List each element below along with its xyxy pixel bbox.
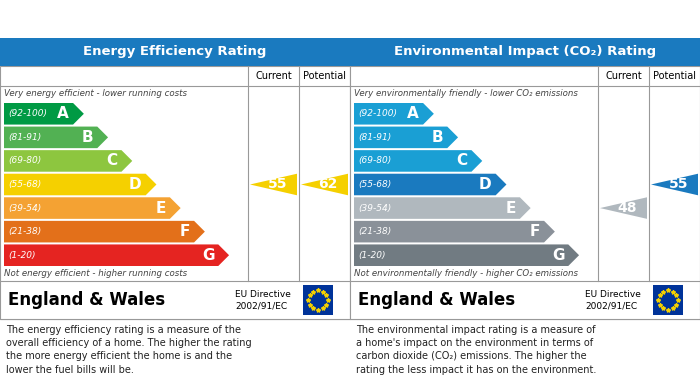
- Text: 62: 62: [318, 178, 338, 192]
- Bar: [303, 285, 333, 315]
- Polygon shape: [4, 127, 108, 148]
- Text: Energy Efficiency Rating: Energy Efficiency Rating: [83, 45, 267, 59]
- Text: B: B: [82, 130, 93, 145]
- Text: Current: Current: [255, 71, 292, 81]
- Polygon shape: [354, 244, 579, 266]
- Text: (69-80): (69-80): [8, 156, 41, 165]
- Polygon shape: [301, 174, 348, 195]
- Text: 55: 55: [668, 178, 688, 192]
- Polygon shape: [4, 150, 132, 172]
- Text: The energy efficiency rating is a measure of the
overall efficiency of a home. T: The energy efficiency rating is a measur…: [6, 325, 251, 375]
- Bar: [0, 38, 350, 66]
- Text: E: E: [505, 201, 516, 215]
- Bar: [653, 285, 683, 315]
- Text: (39-54): (39-54): [8, 204, 41, 213]
- Text: 48: 48: [617, 201, 637, 215]
- Polygon shape: [4, 221, 205, 242]
- Text: D: D: [479, 177, 491, 192]
- Text: Not environmentally friendly - higher CO₂ emissions: Not environmentally friendly - higher CO…: [354, 269, 578, 278]
- Bar: [0, 281, 350, 319]
- Text: England & Wales: England & Wales: [358, 291, 515, 309]
- Polygon shape: [4, 174, 157, 195]
- Text: EU Directive
2002/91/EC: EU Directive 2002/91/EC: [585, 290, 641, 310]
- Text: England & Wales: England & Wales: [8, 291, 165, 309]
- Text: Not energy efficient - higher running costs: Not energy efficient - higher running co…: [4, 269, 187, 278]
- Text: (1-20): (1-20): [358, 251, 386, 260]
- Text: Very energy efficient - lower running costs: Very energy efficient - lower running co…: [4, 90, 187, 99]
- Text: B: B: [432, 130, 443, 145]
- Bar: [350, 66, 700, 319]
- Text: Very environmentally friendly - lower CO₂ emissions: Very environmentally friendly - lower CO…: [354, 90, 578, 99]
- Polygon shape: [600, 197, 647, 219]
- Polygon shape: [354, 221, 555, 242]
- Text: C: C: [106, 153, 118, 169]
- Text: (21-38): (21-38): [358, 227, 391, 236]
- Polygon shape: [354, 174, 507, 195]
- Text: (21-38): (21-38): [8, 227, 41, 236]
- Text: (69-80): (69-80): [358, 156, 391, 165]
- Text: 55: 55: [267, 178, 287, 192]
- Bar: [350, 281, 700, 319]
- Text: (55-68): (55-68): [358, 180, 391, 189]
- Text: (92-100): (92-100): [358, 109, 397, 118]
- Text: (39-54): (39-54): [358, 204, 391, 213]
- Polygon shape: [651, 174, 698, 195]
- Text: A: A: [407, 106, 419, 121]
- Polygon shape: [250, 174, 297, 195]
- Polygon shape: [4, 197, 181, 219]
- Polygon shape: [4, 103, 84, 125]
- Text: (81-91): (81-91): [358, 133, 391, 142]
- Text: (55-68): (55-68): [8, 180, 41, 189]
- Text: F: F: [180, 224, 190, 239]
- Text: The environmental impact rating is a measure of
a home's impact on the environme: The environmental impact rating is a mea…: [356, 325, 596, 375]
- Polygon shape: [354, 127, 458, 148]
- Text: (1-20): (1-20): [8, 251, 36, 260]
- Text: Current: Current: [605, 71, 642, 81]
- Text: (92-100): (92-100): [8, 109, 47, 118]
- Polygon shape: [4, 244, 229, 266]
- Text: D: D: [129, 177, 141, 192]
- Text: Environmental Impact (CO₂) Rating: Environmental Impact (CO₂) Rating: [394, 45, 656, 59]
- Polygon shape: [354, 150, 482, 172]
- Polygon shape: [354, 197, 531, 219]
- Text: (81-91): (81-91): [8, 133, 41, 142]
- Text: Potential: Potential: [653, 71, 696, 81]
- Polygon shape: [354, 103, 434, 125]
- Text: C: C: [456, 153, 468, 169]
- Bar: [0, 66, 350, 319]
- Text: A: A: [57, 106, 69, 121]
- Text: G: G: [552, 248, 564, 263]
- Text: F: F: [530, 224, 540, 239]
- Text: Potential: Potential: [303, 71, 346, 81]
- Text: G: G: [202, 248, 214, 263]
- Text: EU Directive
2002/91/EC: EU Directive 2002/91/EC: [235, 290, 291, 310]
- Text: E: E: [155, 201, 166, 215]
- Bar: [350, 38, 700, 66]
